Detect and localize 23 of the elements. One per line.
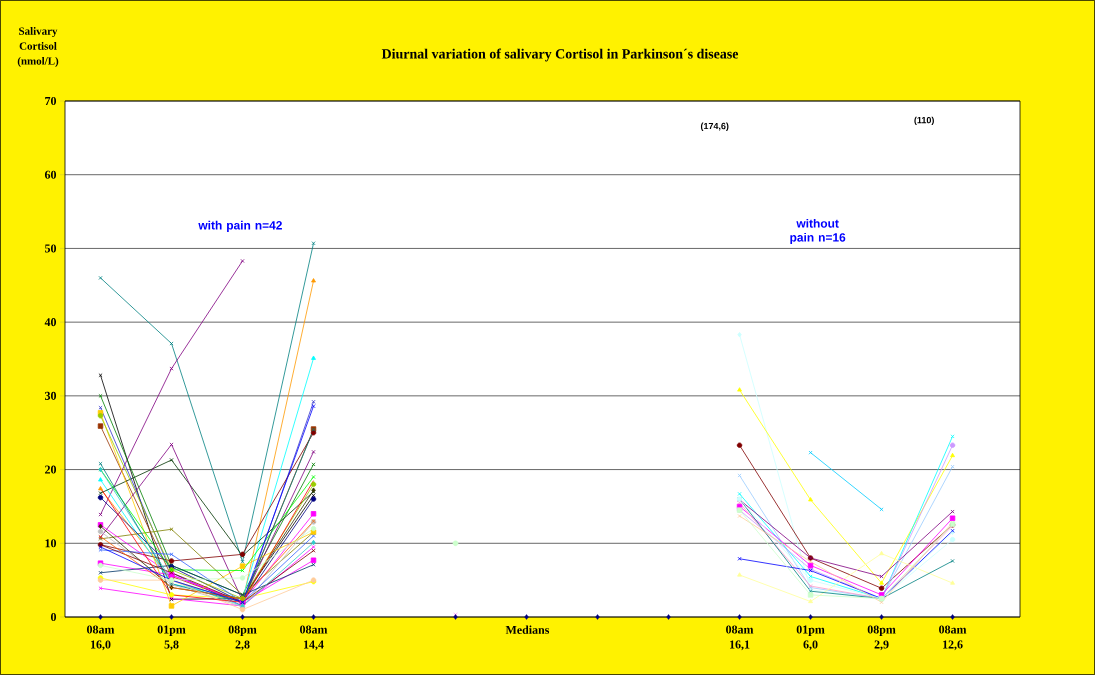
- chart-title: Diurnal variation of salivary Cortisol in Parkinson´s disease: [381, 48, 739, 62]
- annotation: without pain n=16: [790, 218, 846, 245]
- y-tick-label: 60: [44, 170, 57, 179]
- x-tick-label: 08am 16,0: [87, 625, 115, 651]
- x-tick-label: 01pm 6,0: [796, 625, 825, 651]
- y-tick-label: 20: [45, 465, 57, 474]
- y-tick-label: 30: [45, 391, 57, 400]
- x-tick-label: 08am 16,1: [726, 625, 754, 651]
- annotation: (110): [914, 116, 934, 126]
- x-tick-label: 08pm 2,9: [867, 625, 896, 651]
- y-tick-label: 70: [45, 96, 57, 106]
- annotation: (174,6): [700, 122, 729, 131]
- y-tick-label: 40: [44, 318, 57, 327]
- x-tick-label: 08am 12,6: [939, 625, 967, 651]
- y-tick-label: 50: [45, 244, 57, 253]
- x-tick-label: Medians: [505, 625, 550, 634]
- x-tick-label: 08pm 2,8: [228, 625, 257, 651]
- y-tick-label: 10: [45, 539, 57, 548]
- annotation: with pain n=42: [198, 220, 282, 232]
- y-axis-title: Salivary Cortisol (nmol/L): [17, 27, 59, 67]
- y-tick-label: 0: [50, 612, 57, 622]
- x-tick-label: 08am 14,4: [300, 625, 328, 651]
- x-tick-label: 01pm 5,8: [157, 625, 186, 651]
